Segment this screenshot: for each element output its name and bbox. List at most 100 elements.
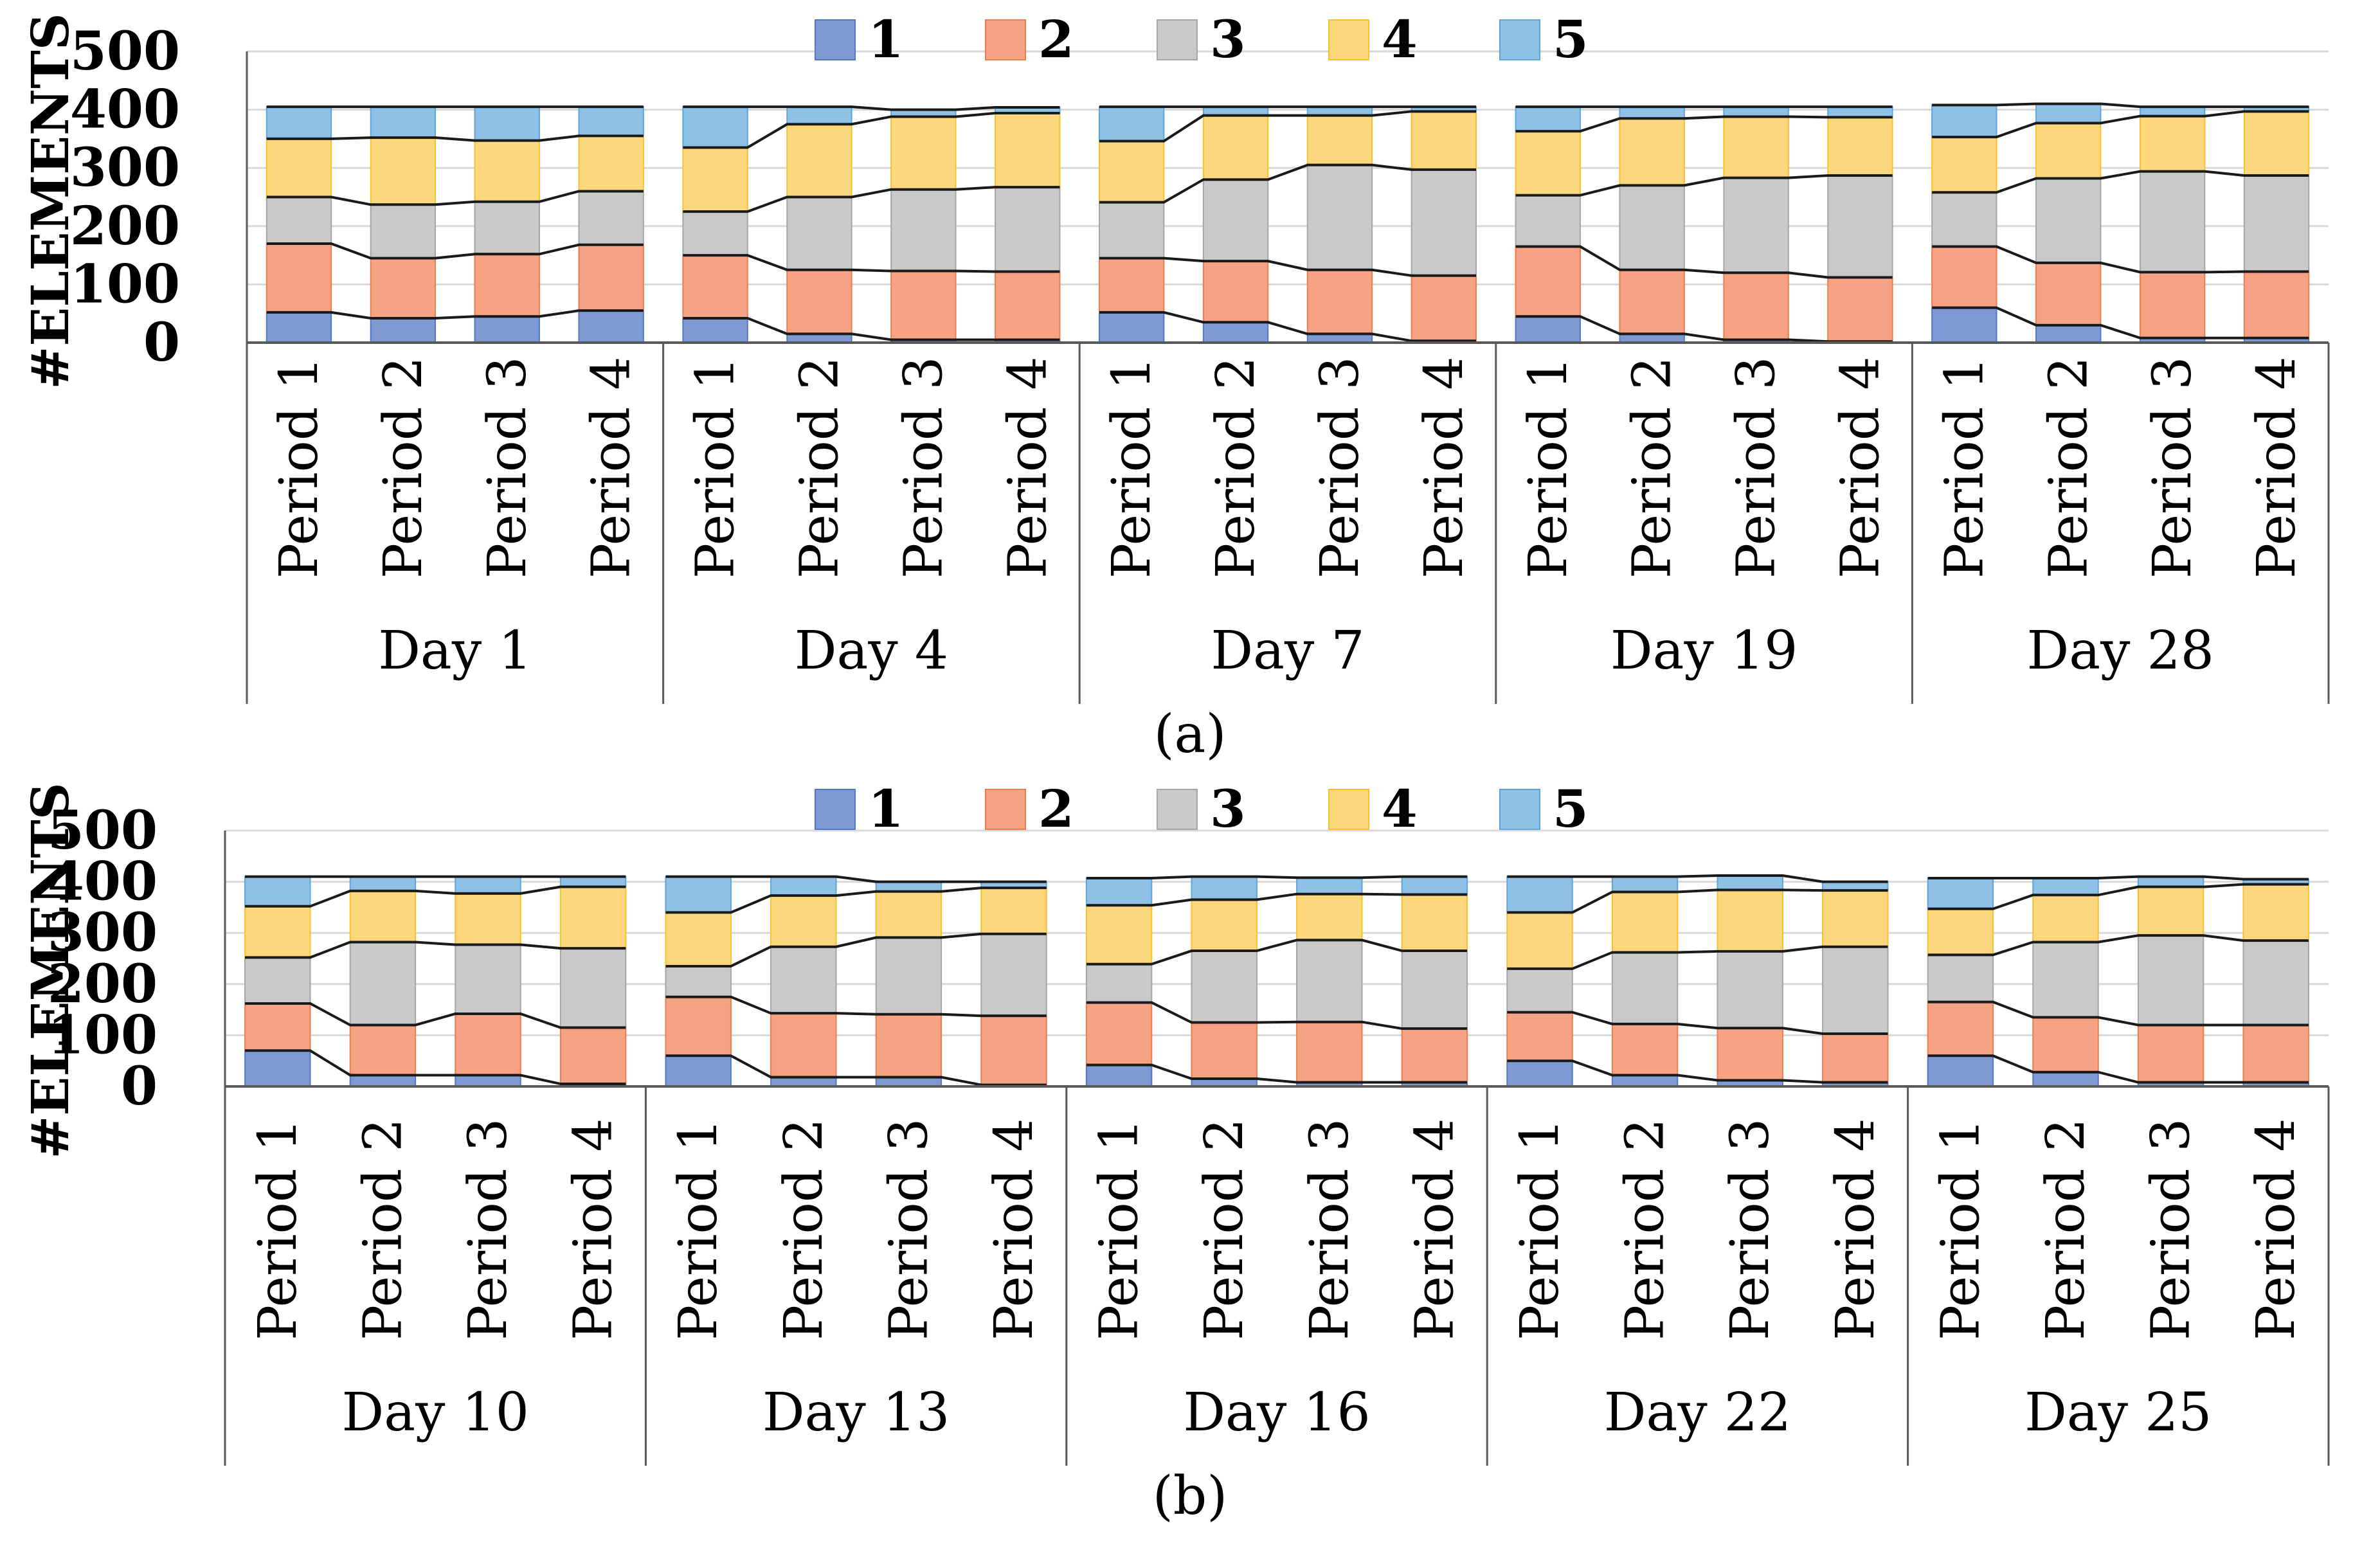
series-connector-line: [665, 875, 1047, 883]
bar-series-1: [770, 1076, 837, 1087]
y-tick-label: 500: [48, 800, 158, 861]
bar-series-2: [995, 271, 1061, 341]
bar-series-4: [995, 113, 1061, 188]
y-tick-label: 400: [48, 851, 158, 913]
legend-swatch-1: [815, 789, 856, 830]
legend-swatch-5: [1499, 789, 1540, 830]
category-label: Period 2: [1194, 1118, 1255, 1340]
series-connector-line: [266, 242, 644, 260]
y-tick-label: 200: [70, 195, 180, 257]
bar-series-4: [1822, 890, 1889, 948]
bar-series-2: [786, 269, 852, 335]
group-label: Day 13: [762, 1382, 950, 1443]
bar-series-3: [2035, 177, 2102, 264]
bar-series-4: [1515, 130, 1581, 196]
y-axis-title: #ELEMENTS: [20, 782, 80, 1158]
bar-series-3: [1506, 968, 1573, 1013]
bar-series-2: [1827, 276, 1893, 343]
group-label: Day 4: [795, 620, 948, 681]
category-label: Period 4: [1830, 356, 1891, 579]
bar-series-3: [1717, 950, 1783, 1029]
bar-series-3: [559, 948, 627, 1029]
bar-series-4: [665, 912, 732, 967]
group-label: Day 22: [1604, 1382, 1791, 1443]
bar-series-3: [665, 965, 732, 998]
series-connector-line: [665, 887, 1047, 914]
bar-series-2: [1306, 269, 1373, 335]
bar-series-4: [1717, 889, 1783, 952]
series-connector-line: [683, 186, 1060, 213]
category-label: Period 2: [2035, 1118, 2096, 1340]
bar-series-4: [2137, 886, 2204, 937]
bar-series-4: [1296, 893, 1363, 941]
bar-series-5: [474, 106, 540, 141]
bar-series-1: [2032, 1071, 2099, 1088]
bar-series-2: [1619, 269, 1685, 335]
bar-series-4: [1827, 116, 1893, 176]
category-label: Period 2: [1205, 356, 1267, 579]
legend-label: 2: [1038, 9, 1074, 69]
bar-series-4: [1611, 891, 1679, 953]
bar-series-5: [1927, 878, 1994, 910]
y-tick-label: 0: [143, 312, 180, 374]
bar-series-2: [1202, 260, 1269, 323]
bar-series-4: [980, 887, 1047, 935]
bar-series-3: [474, 201, 540, 255]
bar-series-3: [682, 211, 748, 256]
bar-series-4: [1306, 114, 1373, 166]
series-connector-line: [665, 995, 1047, 1018]
series-connector-line: [266, 309, 644, 320]
series-connector-line: [1507, 945, 1888, 970]
bar-series-4: [1202, 114, 1269, 181]
bar-series-4: [1411, 111, 1477, 170]
bar-series-5: [2137, 876, 2204, 888]
bar-series-4: [244, 905, 311, 959]
bar-series-4: [2242, 883, 2309, 942]
bar-series-1: [786, 333, 852, 343]
bar-series-1: [266, 311, 332, 343]
bar-series-3: [1822, 946, 1889, 1035]
bar-series-2: [1611, 1023, 1679, 1076]
bar-series-4: [1723, 116, 1789, 179]
series-connector-line: [245, 1049, 626, 1086]
series-connector-line: [1507, 1011, 1888, 1036]
bar-series-5: [349, 876, 417, 892]
legend-label: 1: [868, 9, 904, 69]
series-connector-line: [1927, 1054, 2309, 1084]
bar-series-5: [559, 876, 627, 888]
category-label: Period 2: [373, 356, 434, 579]
series-connector-line: [1099, 310, 1477, 343]
bar-series-2: [1822, 1033, 1889, 1083]
bar-series-3: [875, 937, 942, 1015]
bar-series-1: [1085, 1064, 1153, 1087]
category-label: Period 1: [248, 1118, 309, 1340]
series-connector-line: [1507, 1059, 1888, 1084]
bar-series-4: [682, 147, 748, 213]
bar-series-1: [682, 317, 748, 343]
bar-series-4: [1191, 899, 1258, 952]
bar-series-2: [682, 255, 748, 319]
category-label: Period 2: [1622, 356, 1683, 579]
bar-series-2: [890, 270, 957, 341]
category-label: Period 3: [1720, 1118, 1781, 1340]
bar-series-3: [786, 196, 852, 271]
group-label: Day 7: [1211, 620, 1364, 681]
bar-series-5: [786, 106, 852, 125]
bar-series-5: [1619, 106, 1685, 120]
bar-series-2: [1515, 246, 1581, 318]
bar-series-3: [2137, 935, 2204, 1026]
category-label: Period 3: [2141, 1118, 2202, 1340]
legend-label: 1: [868, 779, 904, 839]
bar-series-2: [2137, 1024, 2204, 1083]
legend-swatch-5: [1499, 19, 1540, 60]
category-label: Period 1: [668, 1118, 729, 1340]
category-label: Period 1: [1089, 1118, 1150, 1340]
series-connector-line: [245, 1002, 626, 1029]
series-connector-line: [266, 134, 644, 142]
bar-series-4: [2243, 111, 2310, 176]
series-connector-line: [266, 190, 644, 206]
bar-series-1: [474, 316, 540, 344]
legend-swatch-2: [985, 789, 1026, 830]
bar-series-2: [1506, 1011, 1573, 1062]
